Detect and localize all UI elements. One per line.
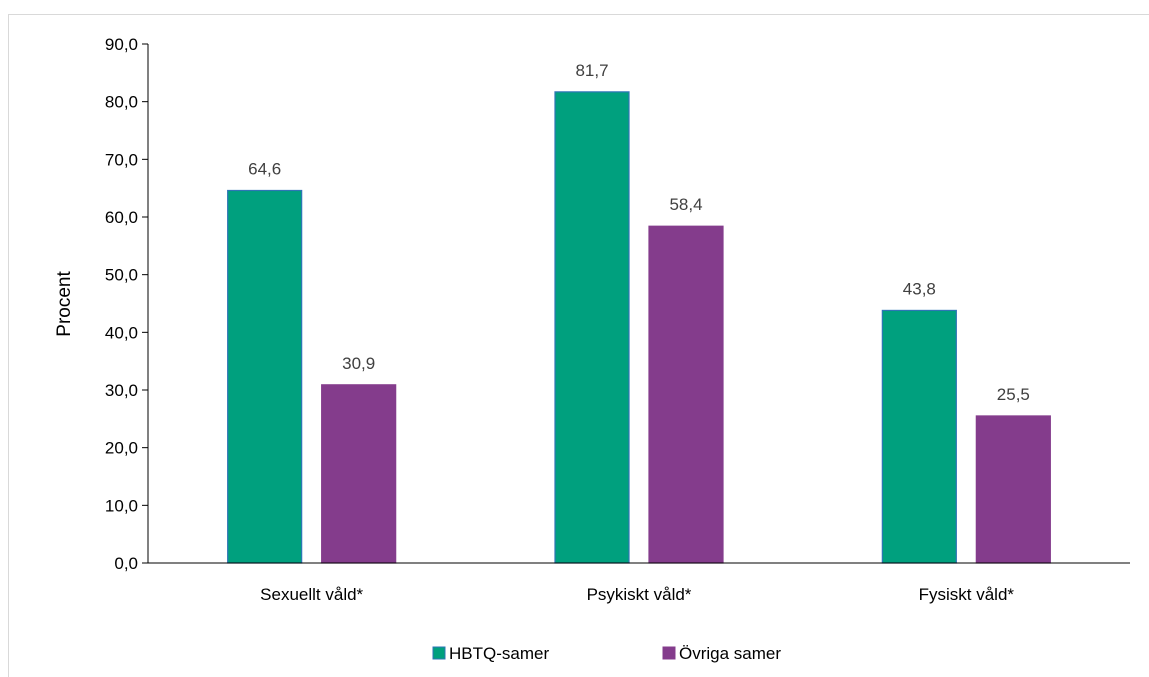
legend-swatch	[432, 646, 446, 660]
data-label: 30,9	[342, 354, 375, 373]
y-tick-label: 10,0	[105, 496, 138, 515]
data-label: 81,7	[575, 61, 608, 80]
y-tick-label: 30,0	[105, 381, 138, 400]
chart-frame	[8, 14, 1149, 677]
legend-label: HBTQ-samer	[449, 644, 549, 663]
x-tick-label: Fysiskt våld*	[919, 585, 1015, 604]
bar-hbtq-samer	[554, 91, 630, 564]
bar-hbtq-samer	[227, 189, 303, 564]
bar-ovriga-samer	[648, 225, 724, 564]
data-label: 25,5	[997, 385, 1030, 404]
data-label: 43,8	[903, 279, 936, 298]
y-tick-label: 50,0	[105, 266, 138, 285]
y-tick-label: 0,0	[114, 554, 138, 573]
data-label: 58,4	[669, 195, 702, 214]
data-label: 64,6	[248, 159, 281, 178]
x-tick-label: Sexuellt våld*	[260, 585, 363, 604]
bar-hbtq-samer	[881, 309, 957, 564]
y-tick-label: 70,0	[105, 150, 138, 169]
bar-ovriga-samer	[321, 384, 397, 564]
y-tick-label: 60,0	[105, 208, 138, 227]
bar-ovriga-samer	[975, 415, 1051, 564]
y-tick-label: 40,0	[105, 323, 138, 342]
y-axis-title: Procent	[54, 271, 75, 337]
legend-label: Övriga samer	[679, 644, 781, 663]
x-tick-label: Psykiskt våld*	[587, 585, 692, 604]
legend-swatch	[662, 646, 676, 660]
y-tick-label: 80,0	[105, 93, 138, 112]
y-tick-label: 20,0	[105, 439, 138, 458]
y-tick-label: 90,0	[105, 35, 138, 54]
